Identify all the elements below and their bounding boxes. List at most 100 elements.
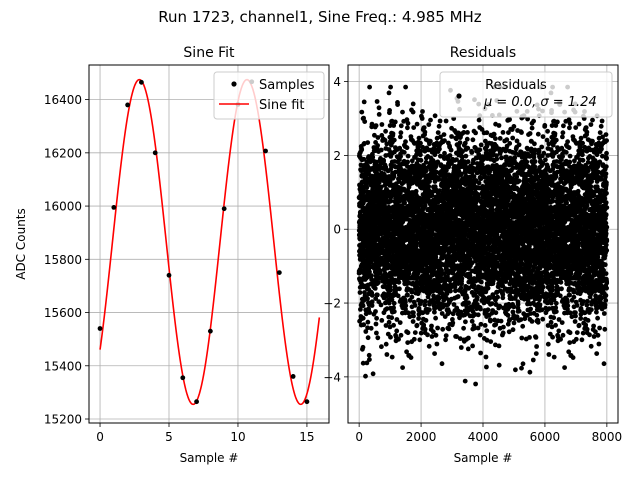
- residual-point: [360, 360, 366, 366]
- residual-point: [491, 329, 497, 335]
- residual-point: [378, 184, 384, 190]
- residual-point: [378, 302, 384, 308]
- sample-point: [139, 79, 144, 85]
- residual-point: [375, 135, 381, 140]
- residual-point: [412, 141, 417, 146]
- residual-point: [450, 320, 456, 326]
- residual-point: [360, 315, 366, 321]
- residual-point: [400, 365, 405, 370]
- residuals-title: Residuals: [450, 45, 516, 61]
- residual-point: [476, 117, 482, 123]
- residual-point: [458, 285, 464, 291]
- residual-point: [378, 270, 383, 276]
- residual-point: [391, 322, 396, 328]
- residual-point: [454, 334, 459, 339]
- residual-point: [436, 295, 442, 300]
- sine-fit-ytick-label: 16000: [44, 200, 82, 214]
- residual-point: [458, 345, 464, 350]
- residual-point: [488, 339, 494, 344]
- residual-point: [393, 169, 398, 175]
- legend-samples-label: Samples: [259, 78, 315, 93]
- residual-point: [462, 124, 467, 129]
- residual-point: [432, 152, 438, 158]
- residual-point: [452, 164, 458, 169]
- residual-point: [463, 319, 468, 325]
- residual-point: [444, 291, 450, 297]
- residual-point: [398, 332, 404, 338]
- residual-point: [428, 138, 433, 144]
- residual-point: [421, 125, 427, 130]
- residual-point: [391, 123, 397, 128]
- residual-point: [465, 145, 471, 151]
- residual-point: [448, 288, 453, 294]
- residual-point: [405, 310, 411, 316]
- residual-point: [488, 318, 493, 324]
- residual-point: [383, 341, 389, 347]
- residual-point: [392, 119, 398, 125]
- residual-point: [374, 315, 379, 321]
- residual-point: [404, 349, 409, 355]
- residual-point: [361, 99, 367, 105]
- residual-point: [426, 343, 432, 349]
- sine-fit-ytick-label: 16200: [44, 146, 82, 160]
- residual-point: [391, 309, 397, 314]
- residual-point: [379, 344, 384, 350]
- residual-point: [405, 125, 410, 131]
- sine-fit-legend: Samples Sine fit: [213, 71, 325, 120]
- residual-point: [364, 185, 370, 191]
- residual-point: [465, 159, 471, 165]
- residual-point: [427, 179, 432, 185]
- residual-point: [386, 319, 392, 325]
- residual-point: [414, 322, 420, 328]
- residual-point: [398, 130, 404, 136]
- sine-fit-xtick-label: 15: [299, 430, 314, 444]
- residual-point: [497, 136, 503, 141]
- legend-samples-marker: [231, 81, 237, 87]
- residual-point: [403, 299, 408, 305]
- residual-point: [390, 131, 396, 137]
- residual-point: [367, 357, 372, 362]
- residual-point: [496, 362, 502, 368]
- residual-point: [365, 335, 371, 341]
- residual-point: [457, 336, 463, 341]
- residual-point: [448, 284, 454, 290]
- residual-point: [378, 147, 384, 153]
- sample-point: [180, 375, 186, 381]
- residual-point: [478, 279, 484, 285]
- residual-point: [411, 125, 417, 130]
- residual-point: [369, 303, 375, 308]
- residual-point: [388, 287, 393, 293]
- residual-point: [391, 137, 397, 143]
- residual-point: [400, 109, 405, 115]
- residual-point: [439, 361, 445, 367]
- sine-fit-ylabel: ADC Counts: [14, 208, 28, 280]
- sample-point: [221, 206, 227, 212]
- residual-point: [500, 330, 506, 336]
- residual-point: [448, 147, 454, 153]
- residual-point: [435, 159, 441, 165]
- residual-point: [437, 146, 442, 152]
- residual-point: [360, 344, 366, 350]
- residual-point: [489, 301, 495, 306]
- residual-point: [366, 306, 371, 312]
- residual-point: [454, 157, 459, 163]
- residual-point: [360, 303, 366, 309]
- residual-point: [384, 352, 390, 357]
- residual-point: [455, 294, 461, 299]
- residual-point: [433, 332, 439, 338]
- residual-point: [477, 332, 483, 338]
- residual-point: [366, 154, 372, 159]
- residual-point: [416, 135, 422, 141]
- sine-fit-ytick-label: 16400: [44, 93, 82, 107]
- sine-fit-plot-area: [97, 78, 321, 406]
- sample-point: [263, 148, 268, 154]
- residual-point: [437, 188, 442, 194]
- residual-point: [369, 273, 374, 278]
- residual-point: [369, 292, 375, 298]
- residual-point: [388, 198, 394, 204]
- sample-point: [276, 270, 282, 276]
- residual-point: [373, 123, 379, 128]
- residual-point: [388, 334, 393, 340]
- residual-point: [443, 118, 449, 124]
- residual-point: [375, 280, 381, 285]
